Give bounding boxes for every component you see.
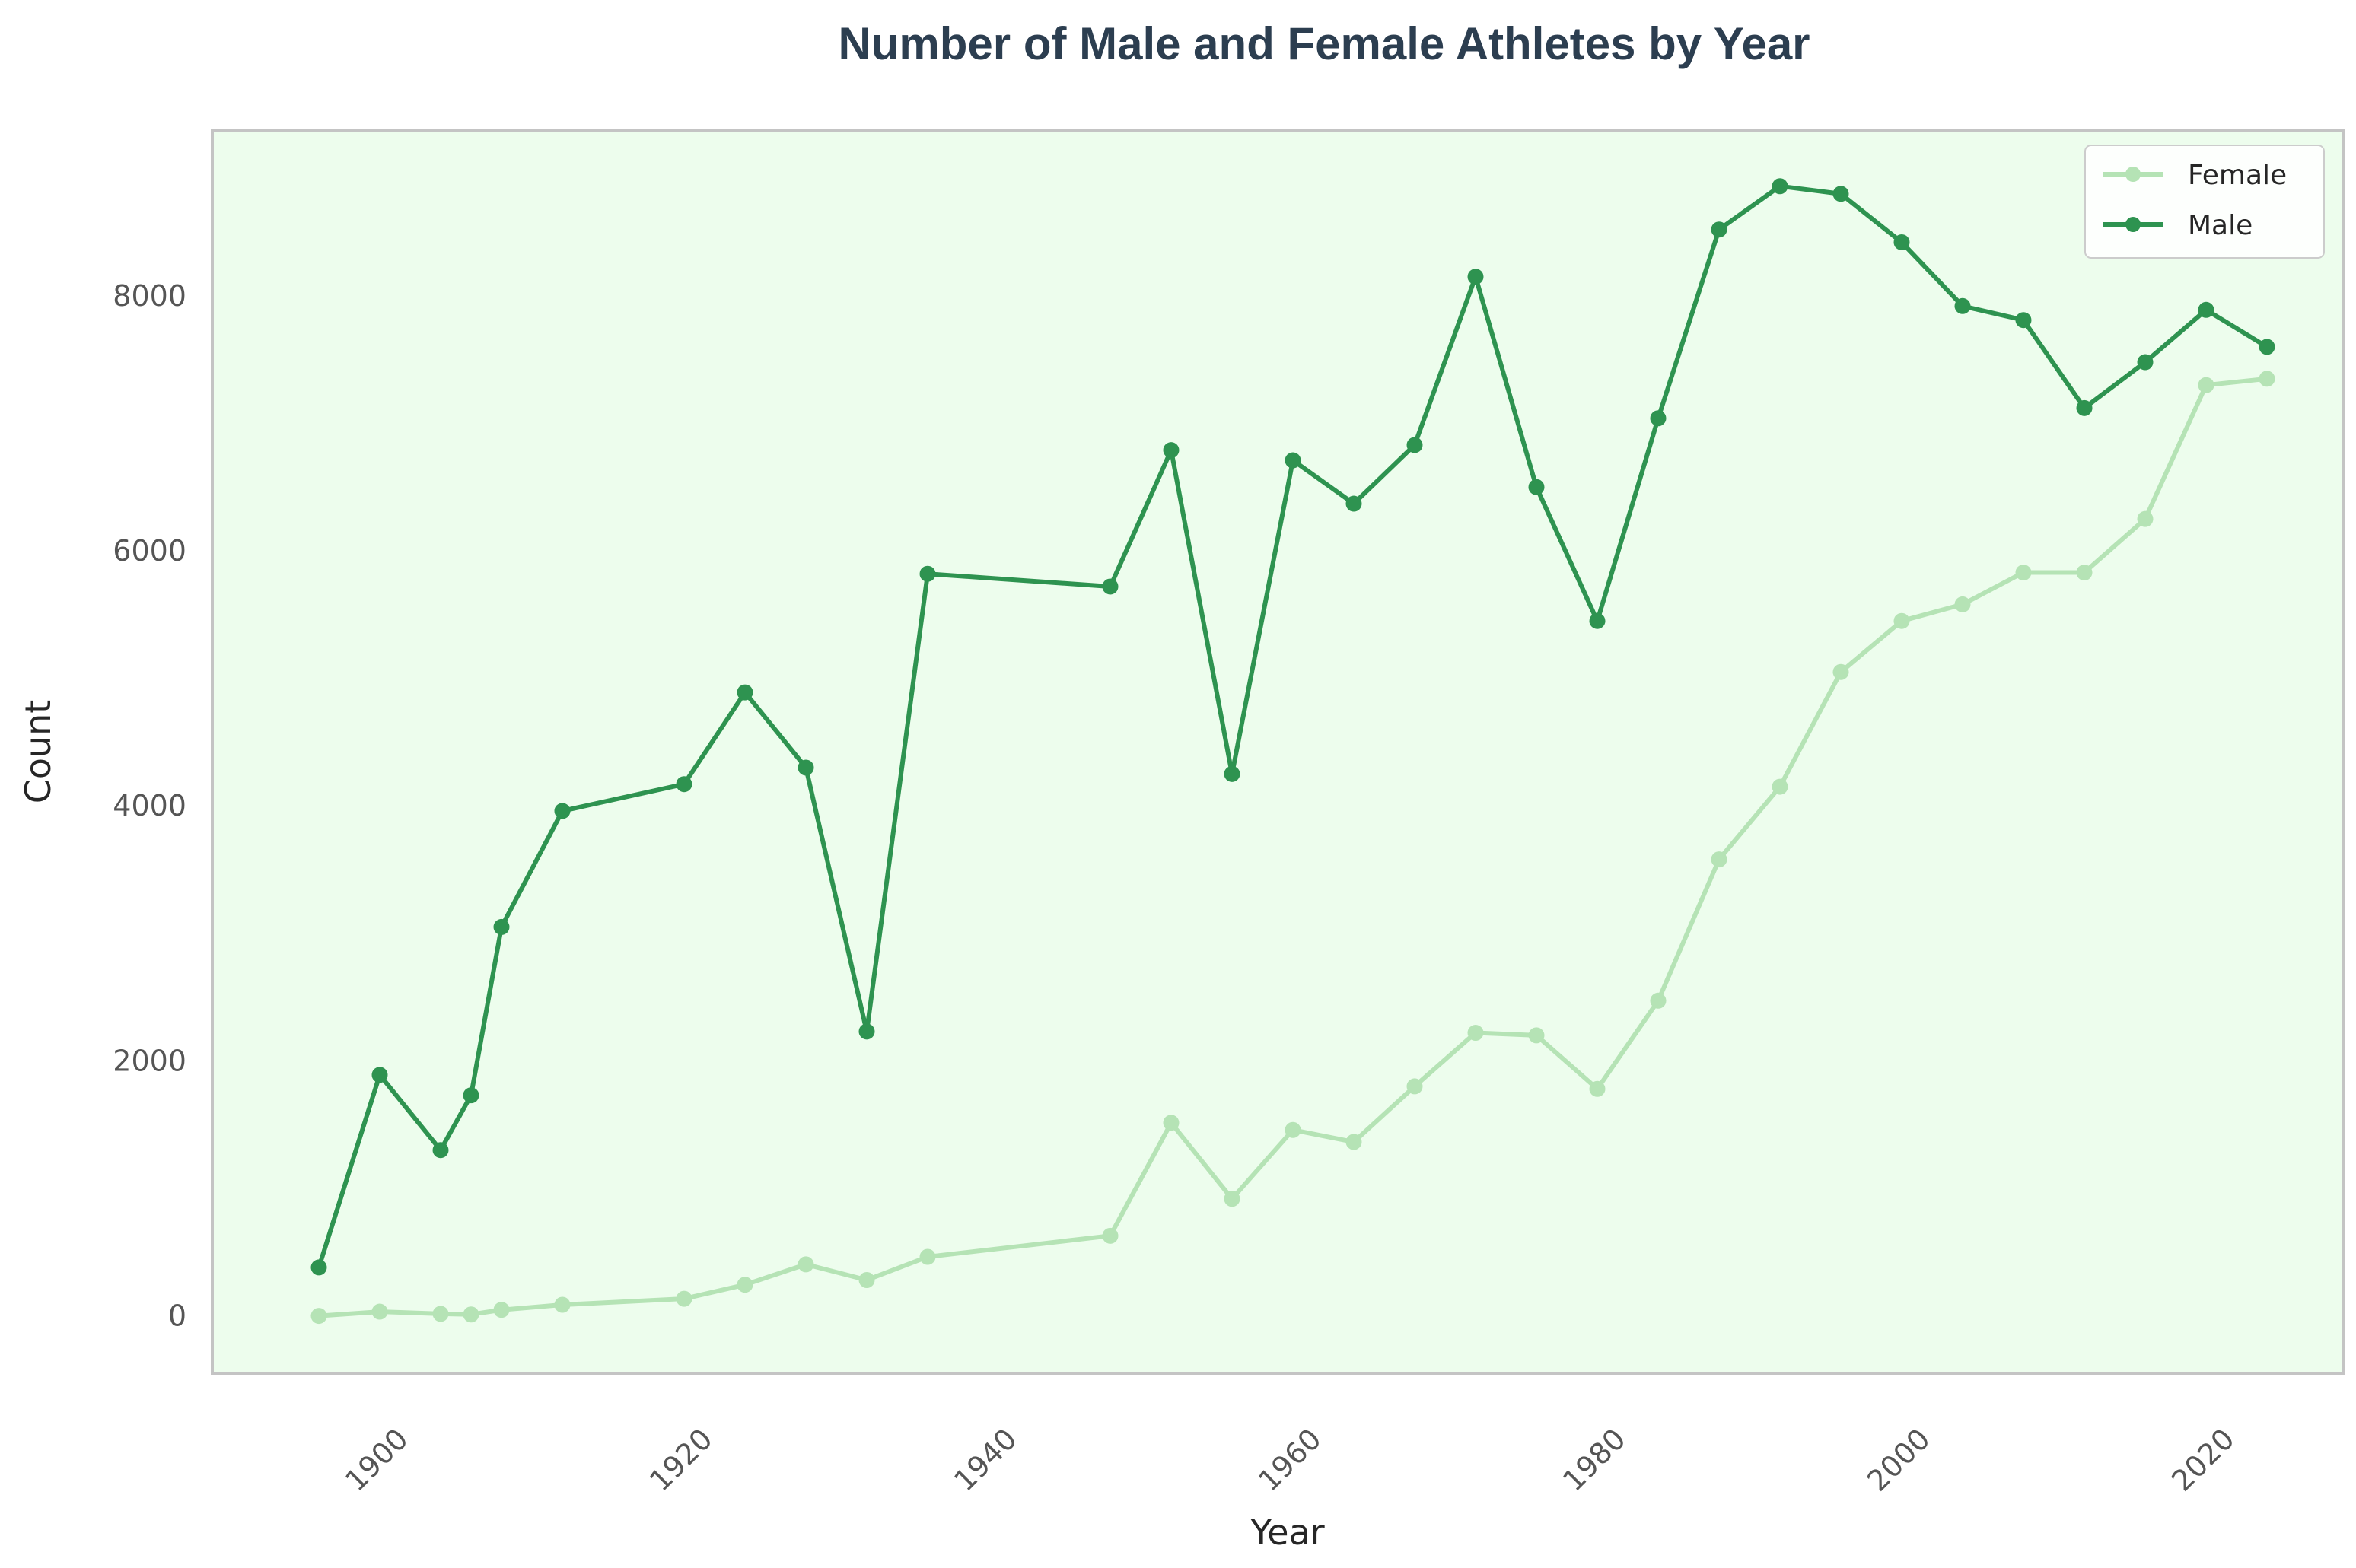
data-point-male-1936	[919, 565, 936, 582]
data-point-male-1906	[463, 1087, 479, 1104]
data-point-male-1972	[1467, 269, 1484, 285]
x-axis-ticks: 1900 1920 1940 1960 1980 2000 2020	[339, 1422, 2241, 1498]
data-point-male-1952	[1163, 442, 1180, 459]
y-tick-label-6000: 6000	[113, 534, 186, 568]
y-tick-label-8000: 8000	[113, 279, 186, 313]
data-point-female-1976	[1528, 1027, 1545, 1044]
data-point-female-2004	[1954, 596, 1971, 612]
data-point-male-1960	[1285, 452, 1301, 469]
y-axis-label: Count	[18, 700, 59, 804]
data-point-male-1956	[1224, 765, 1240, 782]
y-axis-ticks: 0 2000 4000 6000 8000	[113, 279, 186, 1333]
data-point-male-1996	[1832, 186, 1849, 202]
x-tick-label-1940: 1940	[947, 1422, 1024, 1498]
data-point-female-2016	[2137, 510, 2154, 527]
data-point-female-1952	[1163, 1115, 1180, 1131]
data-point-male-1984	[1650, 410, 1667, 427]
data-point-male-2012	[2076, 399, 2093, 416]
data-point-female-1924	[737, 1277, 753, 1293]
data-point-female-1968	[1406, 1078, 1423, 1095]
legend-label-male: Male	[2188, 210, 2253, 241]
data-point-female-1980	[1589, 1080, 1606, 1097]
data-point-female-1948	[1102, 1227, 1119, 1244]
data-point-male-1928	[798, 759, 814, 776]
data-point-female-2024	[2259, 371, 2275, 387]
data-point-male-1988	[1711, 221, 1727, 238]
data-point-male-1896	[310, 1259, 327, 1276]
data-point-male-1912	[554, 803, 571, 819]
legend: Female Male	[2084, 145, 2325, 259]
y-tick-label-4000: 4000	[113, 789, 186, 822]
legend-label-female: Female	[2188, 160, 2287, 191]
data-point-female-2008	[2015, 565, 2032, 581]
series-layer	[310, 178, 2275, 1325]
data-point-female-1906	[463, 1306, 479, 1323]
data-point-male-2000	[1893, 234, 1910, 250]
data-point-female-1984	[1650, 992, 1667, 1009]
data-point-male-2016	[2137, 354, 2154, 371]
x-tick-label-2000: 2000	[1861, 1422, 1937, 1498]
data-point-male-1980	[1589, 612, 1606, 629]
data-point-male-2020	[2198, 301, 2214, 318]
x-axis-label: Year	[1250, 1512, 1324, 1553]
legend-marker-male	[2125, 217, 2141, 232]
data-point-female-1956	[1224, 1191, 1240, 1207]
data-point-male-1948	[1102, 578, 1119, 595]
x-tick-label-2020: 2020	[2165, 1422, 2241, 1498]
data-point-male-1976	[1528, 479, 1545, 495]
data-point-male-1924	[737, 684, 753, 701]
x-tick-label-1960: 1960	[1252, 1422, 1328, 1498]
data-point-male-2008	[2015, 312, 2032, 329]
x-tick-label-1900: 1900	[339, 1422, 415, 1498]
data-point-female-1992	[1772, 778, 1788, 795]
data-point-female-1972	[1467, 1025, 1484, 1042]
y-tick-label-0: 0	[168, 1299, 186, 1333]
data-point-female-2020	[2198, 377, 2214, 393]
data-point-male-1992	[1772, 178, 1788, 195]
data-point-male-1904	[432, 1142, 449, 1159]
data-point-female-1932	[858, 1271, 875, 1288]
data-point-female-1996	[1832, 663, 1849, 680]
y-tick-label-2000: 2000	[113, 1044, 186, 1077]
data-point-male-2004	[1954, 297, 1971, 314]
data-point-female-1908	[493, 1302, 510, 1318]
data-point-female-1920	[676, 1290, 692, 1307]
data-point-female-1896	[310, 1308, 327, 1325]
data-point-male-1900	[371, 1067, 388, 1083]
data-point-male-1920	[676, 776, 692, 793]
data-point-female-1912	[554, 1296, 571, 1313]
plot-area	[211, 129, 2345, 1375]
series-male	[310, 178, 2275, 1276]
x-tick-label-1980: 1980	[1556, 1422, 1632, 1498]
data-point-female-2000	[1893, 612, 1910, 629]
data-point-male-1968	[1406, 437, 1423, 453]
data-point-female-1928	[798, 1256, 814, 1273]
chart-title: Number of Male and Female Athletes by Ye…	[838, 18, 1810, 69]
data-point-female-1904	[432, 1306, 449, 1322]
data-point-female-1936	[919, 1248, 936, 1265]
data-point-female-1960	[1285, 1121, 1301, 1138]
data-point-female-1964	[1345, 1134, 1362, 1150]
series-female	[310, 371, 2275, 1325]
x-tick-label-1920: 1920	[643, 1422, 719, 1498]
data-point-female-1988	[1711, 851, 1727, 868]
data-point-female-1900	[371, 1303, 388, 1320]
data-point-female-2012	[2076, 565, 2093, 581]
legend-marker-female	[2125, 167, 2141, 182]
data-point-male-1964	[1345, 495, 1362, 512]
data-point-male-1932	[858, 1023, 875, 1040]
data-point-male-2024	[2259, 339, 2275, 355]
data-point-male-1908	[493, 918, 510, 935]
